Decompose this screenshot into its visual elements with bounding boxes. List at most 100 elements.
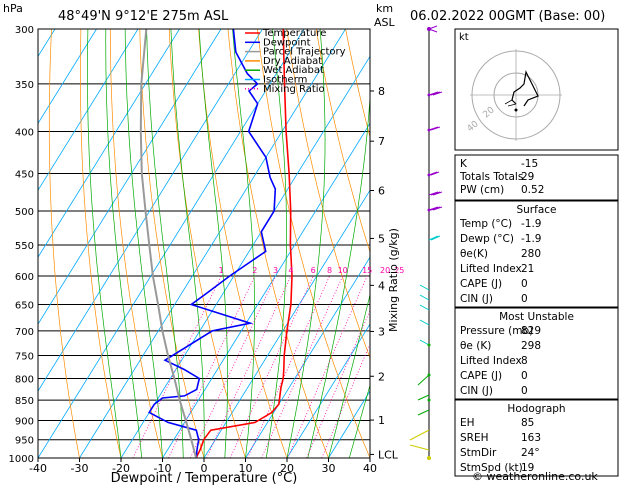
dry-adiabat [48, 29, 80, 458]
dry-adiabat [80, 29, 122, 458]
surface-row-value: 0 [521, 293, 528, 305]
pressure-tick-label: 750 [15, 352, 34, 363]
hodograph: kt 20 40 [454, 28, 619, 151]
pressure-tick-label: 350 [15, 80, 34, 91]
isotherm [38, 29, 97, 125]
datetime-title: 06.02.2022 00GMT (Base: 00) [410, 9, 605, 24]
isotherm [0, 29, 14, 458]
hodograph-panel-row-label: EH [460, 417, 475, 429]
pressure-axis: 300 350 400 450 500 550 600 650 700 750 800 850 900 9… [9, 25, 34, 465]
legend-label: Isotherm [263, 75, 307, 86]
hodograph-panel-row-value: 19 [521, 462, 534, 474]
location-title: 48°49'N 9°12'E 275m ASL [58, 9, 229, 24]
pressure-tick-label: 950 [15, 436, 34, 447]
mixing-ratio-axis-title: Mixing Ratio (g/kg) [387, 228, 400, 332]
surface-row-label: θe(K) [460, 248, 488, 260]
pressure-tick-label: 600 [15, 272, 34, 283]
altitude-tick-label: 6 [378, 185, 385, 198]
isotherm [38, 29, 139, 192]
wet-adiabat [105, 29, 143, 458]
isotherm [203, 189, 370, 458]
index-value: 0.52 [521, 184, 544, 196]
pressure-tick-label: 900 [15, 417, 34, 428]
index-label: PW (cm) [460, 184, 504, 196]
wind-dots [427, 27, 431, 212]
temperature-tick-label: 40 [363, 462, 377, 475]
pressure-tick-label: 450 [15, 170, 34, 181]
altitude-tick-label: 2 [378, 370, 385, 383]
wet-adiabat [328, 293, 370, 458]
mixing-ratio-line [132, 275, 222, 458]
hodograph-panel-row-value: 85 [521, 417, 534, 429]
mixing-ratio-line [229, 275, 314, 458]
altitude-tick-label: 1 [378, 414, 385, 427]
most-unstable-row-value: 8 [521, 355, 528, 367]
most-unstable-row-label: θe (K) [460, 340, 491, 352]
altitude-tick-label: LCL [378, 448, 399, 461]
temperature-tick-label: -10 [154, 462, 172, 475]
wind-barbs-lower [417, 374, 430, 416]
dry-adiabat [257, 29, 370, 458]
mixing-ratio-label: 15 [362, 266, 372, 275]
wind-barbs-surface [409, 429, 430, 451]
pressure-tick-label: 1000 [9, 454, 34, 465]
mixing-ratio-line [190, 275, 276, 458]
isotherm [38, 29, 180, 258]
mixing-ratio-label: 1 [219, 266, 224, 275]
temperature-tick-label: -40 [29, 462, 47, 475]
wind-barbs-upper [428, 25, 443, 211]
index-value: -15 [521, 158, 538, 170]
mixing-ratio-label: 10 [338, 266, 348, 275]
isotherm [79, 29, 346, 458]
legend-label: Dry Adiabat [263, 56, 322, 67]
pressure-tick-label: 800 [15, 375, 34, 386]
temperature-tick-label: 30 [322, 462, 336, 475]
surface-row-label: Temp (°C) [459, 218, 512, 230]
dry-adiabat [286, 29, 370, 359]
wind-dot-surface [427, 456, 431, 460]
altitude-axis: 8 7 6 5 4 3 2 1 LCL [370, 85, 399, 461]
wind-barb-column [409, 25, 443, 460]
hodograph-panel-row-value: 24° [521, 447, 540, 459]
most-unstable-row-value: 0 [521, 370, 528, 382]
pressure-tick-label: 700 [15, 327, 34, 338]
surface-row-label: CIN (J) [460, 293, 493, 305]
temperature-tick-label: 20 [280, 462, 294, 475]
legend-label: Mixing Ratio [263, 84, 325, 95]
wind-dots-lower [427, 343, 431, 402]
surface-row-value: 280 [521, 248, 541, 260]
asl-unit-label: ASL [374, 16, 396, 29]
most-unstable-row-label: Lifted Index [460, 355, 522, 367]
altitude-tick-label: 8 [378, 85, 385, 98]
mixing-ratio-label: 2 [252, 266, 257, 275]
wet-adiabat [146, 29, 184, 458]
mixing-ratio-label: 8 [327, 266, 332, 275]
wind-barbs-mid [419, 235, 441, 346]
most-unstable-title: Most Unstable [499, 311, 574, 323]
isotherm [120, 55, 370, 458]
pressure-tick-label: 300 [15, 25, 34, 36]
surface-title: Surface [516, 204, 556, 216]
hpa-unit-label: hPa [3, 2, 23, 15]
mixing-ratio-line [168, 275, 256, 458]
surface-row-label: Dewp (°C) [460, 233, 514, 245]
mixing-ratio-label: 20 [380, 266, 390, 275]
temperature-line [195, 29, 293, 458]
dry-adiabat [139, 29, 205, 458]
isotherm [38, 29, 305, 458]
wet-adiabat [307, 91, 370, 458]
mixing-ratio-label: 6 [311, 266, 316, 275]
isotherm [38, 29, 263, 392]
surface-row-value: 21 [521, 263, 534, 275]
index-value: 29 [521, 171, 534, 183]
hodograph-panel-row-label: StmDir [460, 447, 497, 459]
wet-adiabat [170, 29, 205, 458]
indices-box [454, 154, 619, 201]
altitude-tick-label: 5 [378, 232, 385, 245]
surface-box [454, 200, 619, 308]
temperature-tick-label: -20 [112, 462, 130, 475]
most-unstable-row-value: 298 [521, 340, 541, 352]
parcel-trajectory-line [139, 29, 198, 458]
